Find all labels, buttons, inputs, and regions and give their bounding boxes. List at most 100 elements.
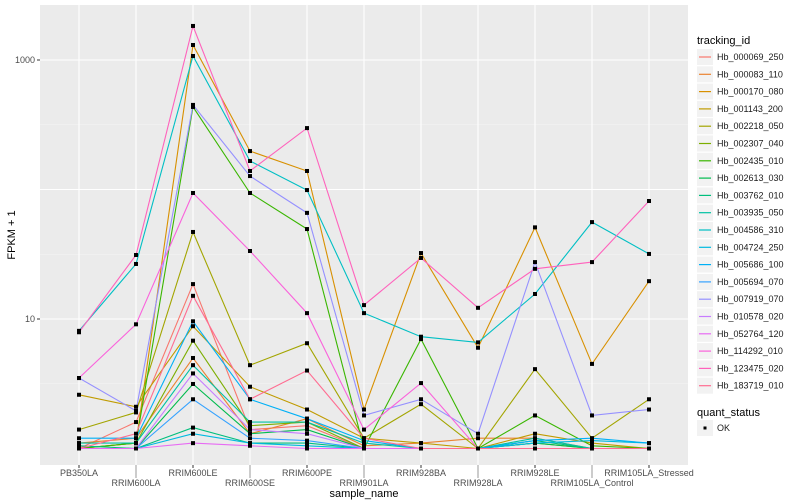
- x-tick-label: RRIM600LE: [168, 468, 217, 478]
- x-axis-title: sample_name: [329, 488, 398, 500]
- data-point: [305, 446, 309, 451]
- legend-label: Hb_000083_110: [717, 69, 783, 79]
- data-point: [248, 158, 252, 163]
- data-point: [362, 311, 366, 316]
- data-point: [191, 441, 195, 446]
- data-point: [77, 427, 81, 432]
- data-point: [134, 322, 138, 327]
- data-point: [533, 367, 537, 372]
- data-point: [419, 397, 423, 402]
- legend-label: Hb_002218_050: [717, 121, 784, 131]
- data-point: [362, 436, 366, 441]
- legend-label: Hb_123475_020: [717, 363, 784, 373]
- data-point: [77, 392, 81, 397]
- legend-label: Hb_000069_250: [717, 52, 784, 62]
- data-point: [362, 446, 366, 451]
- x-tick-label: RRIM928LA: [453, 478, 502, 488]
- data-point: [191, 104, 195, 109]
- data-point: [533, 431, 537, 436]
- data-point: [647, 397, 651, 402]
- data-point: [305, 168, 309, 173]
- data-point: [647, 441, 651, 446]
- x-tick-label: RRIM901LA: [339, 478, 388, 488]
- data-point: [533, 438, 537, 443]
- data-point: [191, 381, 195, 386]
- data-point: [248, 436, 252, 441]
- legend-label: Hb_005686_100: [717, 260, 784, 270]
- legend-label: Hb_114292_010: [717, 346, 783, 356]
- data-point: [362, 441, 366, 446]
- data-point: [362, 413, 366, 418]
- y-tick-label: 10: [25, 314, 35, 324]
- data-point: [191, 425, 195, 430]
- legend-label: Hb_004586_310: [717, 225, 784, 235]
- data-point: [305, 416, 309, 421]
- data-point: [362, 427, 366, 432]
- x-tick-label: RRIM600SE: [225, 478, 275, 488]
- data-point: [248, 363, 252, 368]
- data-point: [305, 407, 309, 412]
- legend-label: Hb_003935_050: [717, 208, 784, 218]
- data-point: [533, 413, 537, 418]
- data-point: [305, 420, 309, 425]
- legend-title: tracking_id: [697, 35, 750, 47]
- data-point: [134, 253, 138, 258]
- data-point: [533, 291, 537, 296]
- y-tick-label: 1000: [15, 55, 35, 65]
- data-point: [191, 371, 195, 376]
- data-point: [590, 446, 594, 451]
- data-point: [533, 266, 537, 271]
- x-tick-label: RRIM105LA_Stressed: [604, 468, 694, 478]
- data-point: [362, 438, 366, 443]
- data-point: [647, 199, 651, 204]
- legend-label: Hb_007919_070: [717, 294, 784, 304]
- data-point: [590, 443, 594, 448]
- data-point: [191, 293, 195, 298]
- data-point: [305, 438, 309, 443]
- data-point: [191, 355, 195, 360]
- data-point: [248, 443, 252, 448]
- data-point: [305, 441, 309, 446]
- data-point: [476, 446, 480, 451]
- data-point: [191, 338, 195, 343]
- legend-label: Hb_010578_020: [717, 312, 784, 322]
- data-point: [476, 431, 480, 436]
- data-point: [305, 311, 309, 316]
- data-point: [419, 255, 423, 260]
- data-point: [134, 441, 138, 446]
- data-point: [476, 340, 480, 345]
- data-point: [590, 436, 594, 441]
- data-point: [590, 220, 594, 225]
- data-point: [533, 260, 537, 265]
- data-point: [305, 227, 309, 232]
- x-tick-label: RRIM105LA_Control: [550, 478, 633, 488]
- data-point: [248, 420, 252, 425]
- legend-label: Hb_002613_030: [717, 173, 784, 183]
- data-point: [77, 441, 81, 446]
- data-point: [590, 441, 594, 446]
- data-point: [191, 363, 195, 368]
- legend-label: Hb_004724_250: [717, 242, 784, 252]
- legend-label: Hb_000170_080: [717, 87, 784, 97]
- data-point: [305, 341, 309, 346]
- data-point: [362, 407, 366, 412]
- data-point: [476, 305, 480, 310]
- data-point: [533, 441, 537, 446]
- data-point: [248, 384, 252, 389]
- x-axis: PB350LA RRIM600LA RRIM600LE RRIM600SE RRIM60…: [60, 465, 694, 488]
- data-point: [305, 423, 309, 428]
- data-point: [191, 282, 195, 287]
- data-point: [248, 190, 252, 195]
- data-point: [191, 324, 195, 329]
- legend-label: Hb_003762_010: [717, 190, 784, 200]
- x-tick-label: RRIM928LE: [510, 468, 559, 478]
- data-point: [134, 431, 138, 436]
- data-point: [134, 446, 138, 451]
- data-point: [77, 330, 81, 335]
- data-point: [248, 431, 252, 436]
- data-point: [590, 438, 594, 443]
- data-point: [305, 126, 309, 131]
- data-point: [476, 345, 480, 350]
- data-point: [305, 368, 309, 373]
- data-point: [191, 53, 195, 58]
